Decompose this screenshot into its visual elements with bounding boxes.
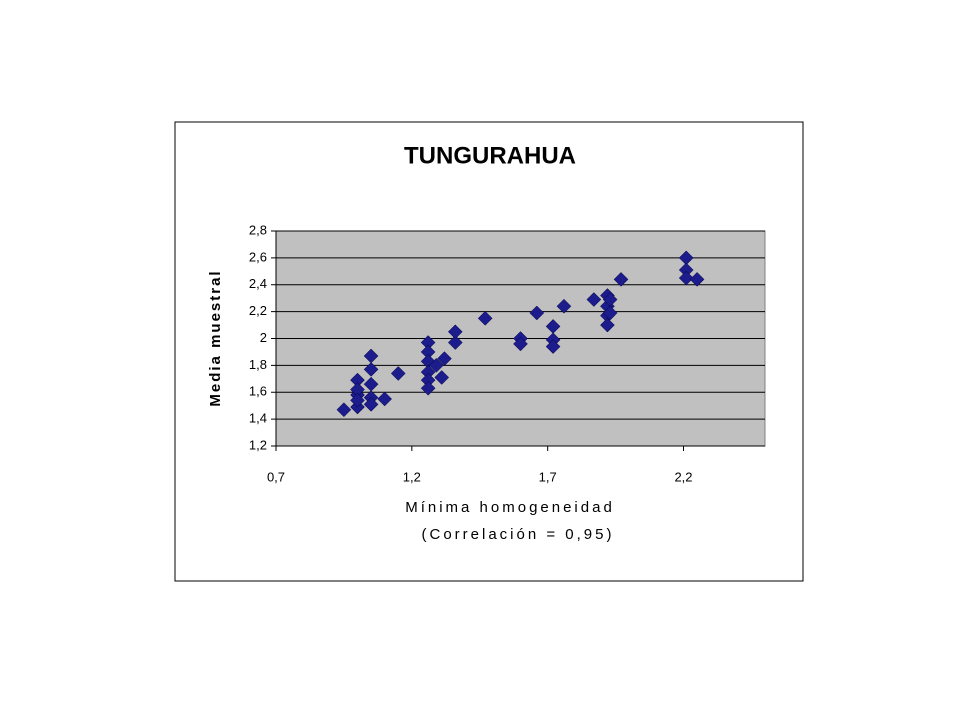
y-tick-label: 2,2	[249, 303, 267, 318]
data-point	[545, 339, 561, 354]
data-point	[556, 298, 572, 314]
x-axis-sublabel: (Correlación = 0,95)	[422, 526, 615, 543]
data-point	[600, 317, 615, 333]
data-point	[350, 392, 365, 408]
y-tick-label: 2,6	[249, 249, 267, 264]
x-axis-label: Mínima homogeneidad	[405, 499, 615, 516]
data-point	[447, 335, 463, 350]
data-point	[363, 396, 379, 412]
data-point	[613, 272, 629, 287]
y-axis-label: Media muestral	[207, 269, 224, 406]
chart-title: TUNGURAHUA	[404, 142, 576, 169]
y-tick-label: 2	[260, 330, 267, 345]
data-point	[602, 305, 618, 321]
data-point	[390, 366, 406, 381]
x-tick-label: 1,7	[539, 469, 557, 484]
data-point	[586, 292, 602, 307]
y-tick-label: 1,2	[249, 437, 267, 452]
data-point	[363, 362, 379, 377]
data-point	[434, 370, 450, 385]
y-tick-label: 2,8	[249, 222, 267, 237]
x-tick-label: 1,2	[403, 469, 421, 484]
data-point	[529, 305, 545, 321]
data-point	[513, 336, 528, 352]
data-point	[428, 358, 444, 373]
data-point	[336, 402, 352, 418]
y-tick-label: 2,4	[249, 276, 267, 291]
data-point	[678, 270, 694, 286]
y-tick-label: 1,8	[249, 357, 267, 372]
data-point	[477, 310, 493, 326]
x-tick-label: 0,7	[267, 469, 285, 484]
data-point	[689, 272, 705, 287]
x-tick-label: 2,2	[674, 469, 692, 484]
y-tick-label: 1,6	[249, 384, 267, 399]
data-point	[437, 351, 452, 367]
data-point	[447, 324, 463, 340]
y-tick-label: 1,4	[249, 411, 267, 426]
data-point	[377, 391, 393, 407]
data-point	[420, 380, 436, 396]
